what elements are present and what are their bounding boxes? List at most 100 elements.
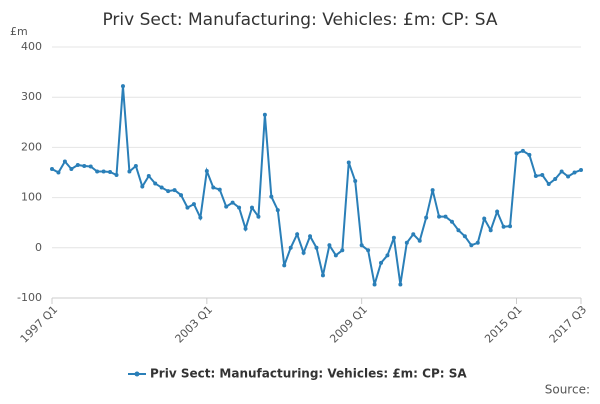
source: Source: — [545, 383, 590, 397]
point — [430, 188, 435, 193]
point — [282, 263, 287, 268]
y-unit: £m — [10, 25, 28, 38]
x-tick-label: 2003 Q1 — [173, 303, 216, 346]
point — [520, 148, 525, 153]
x-tick-label: 1997 Q1 — [18, 303, 61, 346]
point — [204, 168, 209, 173]
point — [417, 238, 422, 243]
point — [114, 173, 119, 178]
point — [75, 162, 80, 167]
point — [243, 226, 248, 231]
point — [404, 240, 409, 245]
point — [56, 170, 61, 175]
point — [462, 234, 467, 239]
point — [69, 166, 74, 171]
point — [533, 174, 538, 179]
point — [411, 232, 416, 237]
point — [340, 248, 345, 253]
point — [572, 170, 577, 175]
point — [527, 152, 532, 157]
point — [275, 208, 280, 213]
point — [166, 189, 171, 194]
chart-title: Priv Sect: Manufacturing: Vehicles: £m: … — [102, 10, 497, 30]
point — [346, 160, 351, 165]
point — [301, 250, 306, 255]
point — [108, 169, 113, 174]
point — [185, 205, 190, 210]
point — [288, 245, 293, 250]
point — [224, 204, 229, 209]
point — [95, 169, 100, 174]
point — [159, 185, 164, 190]
point — [127, 169, 132, 174]
point — [217, 187, 222, 192]
point — [211, 185, 216, 190]
point — [82, 163, 87, 168]
point — [172, 188, 177, 193]
point — [333, 253, 338, 258]
point — [546, 182, 551, 187]
point — [443, 214, 448, 219]
point — [495, 209, 500, 214]
point — [314, 245, 319, 250]
point — [120, 84, 125, 89]
point — [449, 219, 454, 224]
point — [566, 174, 571, 179]
point — [146, 174, 151, 179]
point — [501, 224, 506, 229]
point — [475, 240, 480, 245]
point — [391, 235, 396, 240]
point — [366, 248, 371, 253]
point — [424, 215, 429, 220]
x-tick-label: 2015 Q1 — [482, 303, 525, 346]
series-line — [51, 86, 582, 285]
point — [437, 214, 442, 219]
legend-label: Priv Sect: Manufacturing: Vehicles: £m: … — [150, 367, 467, 381]
y-tick-label: 200 — [21, 140, 42, 153]
point — [308, 234, 313, 239]
legend-marker — [134, 371, 140, 377]
y-tick-label: 0 — [35, 241, 42, 254]
point — [262, 112, 267, 117]
y-tick-label: 400 — [21, 40, 42, 53]
point — [191, 202, 196, 207]
point — [320, 273, 325, 278]
x-tick-label: 2017 Q3 — [547, 303, 590, 346]
point — [540, 173, 545, 178]
point — [198, 215, 203, 220]
point — [249, 205, 254, 210]
point — [469, 243, 474, 248]
point — [50, 166, 54, 171]
point — [398, 282, 403, 287]
point — [295, 232, 300, 237]
point — [237, 205, 242, 210]
point — [482, 216, 487, 221]
x-tick-label: 2009 Q1 — [327, 303, 370, 346]
point — [140, 184, 145, 189]
point — [230, 200, 235, 205]
point — [101, 169, 106, 174]
point — [372, 282, 377, 287]
point — [553, 177, 558, 182]
point — [256, 214, 261, 219]
point — [514, 151, 519, 156]
point — [559, 169, 564, 174]
y-tick-label: 300 — [21, 90, 42, 103]
point — [133, 163, 138, 168]
y-tick-label: 100 — [21, 191, 42, 204]
point — [456, 228, 461, 233]
point — [327, 243, 332, 248]
point — [179, 193, 184, 198]
point — [88, 164, 93, 169]
point — [488, 228, 493, 233]
point — [579, 167, 583, 172]
point — [379, 260, 384, 265]
point — [269, 194, 274, 199]
point — [353, 179, 358, 184]
point — [153, 181, 158, 186]
point — [385, 253, 390, 258]
point — [508, 224, 513, 229]
point — [62, 159, 67, 164]
y-tick-label: -100 — [17, 291, 42, 304]
